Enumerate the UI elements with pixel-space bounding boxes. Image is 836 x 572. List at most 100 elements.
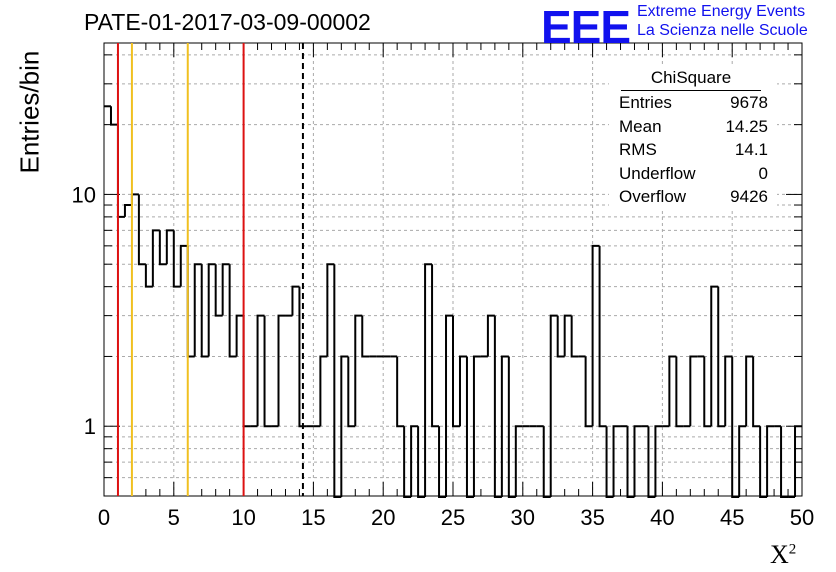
y-axis-label: Entries/bin	[14, 50, 45, 174]
histogram-bin	[235, 314, 244, 357]
x-tick-label: 15	[301, 505, 325, 530]
histogram-bin	[179, 244, 188, 287]
histogram-bin	[347, 356, 356, 428]
logo-text-line2: La Scienza nelle Scuole	[637, 22, 808, 39]
histogram-bin	[654, 425, 663, 497]
histogram-bin	[326, 263, 335, 357]
histogram-bin	[158, 230, 167, 266]
histogram-bin	[277, 314, 286, 427]
x-tick-label: 35	[580, 505, 604, 530]
histogram-bin	[465, 356, 474, 498]
x-tick-label: 25	[441, 505, 465, 530]
histogram-bin	[766, 425, 775, 497]
histogram-bin	[598, 245, 607, 428]
y-tick-label: 10	[72, 182, 96, 207]
x-tick-label: 30	[511, 505, 535, 530]
histogram-bin	[424, 263, 433, 497]
histogram-bin	[794, 425, 802, 497]
histogram-bin	[703, 356, 712, 428]
stats-box: ChiSquare Entries 9678 Mean 14.25 RMS 14.1 …	[609, 66, 777, 209]
x-axis-label: X2	[770, 540, 797, 569]
histogram-bin	[668, 355, 677, 427]
histogram-bin	[221, 263, 230, 316]
histogram-bin	[780, 426, 789, 498]
histogram-bin	[144, 264, 153, 288]
histogram-bin	[759, 426, 768, 498]
histogram-bin	[172, 230, 181, 288]
histogram-bin	[361, 315, 370, 358]
stats-row-entries: Entries 9678	[619, 93, 768, 112]
x-tick-label: 20	[371, 505, 395, 530]
x-tick-label: 5	[168, 505, 180, 530]
histogram-bin	[752, 356, 761, 428]
histogram-bin	[242, 315, 251, 428]
histogram-bin	[570, 315, 579, 358]
stats-row-rms: RMS 14.1	[619, 140, 768, 159]
y-tick-label: 1	[84, 414, 96, 439]
histogram-bin	[626, 426, 635, 498]
histogram-bin	[438, 426, 447, 498]
histogram-bin	[584, 356, 593, 428]
histogram-bin	[256, 314, 265, 427]
histogram-bin	[507, 356, 516, 498]
histogram-bin	[500, 355, 509, 497]
histogram-bin	[151, 229, 160, 287]
histogram-bin	[116, 124, 125, 218]
histogram-bin	[319, 355, 328, 427]
histogram-bin	[200, 264, 209, 358]
histogram-bin	[354, 314, 363, 427]
histogram-bin	[591, 244, 600, 427]
histogram-bin	[137, 194, 146, 266]
histogram-bin	[717, 286, 726, 428]
histogram-bin	[452, 315, 460, 428]
histogram-bin	[340, 355, 349, 497]
logo-text-line1: Extreme Energy Events	[637, 3, 806, 20]
histogram-bin	[675, 356, 684, 428]
histogram-bin	[396, 356, 405, 428]
histogram-bin	[724, 355, 733, 427]
eee-logo: EEE	[541, 1, 631, 53]
stats-title: ChiSquare	[621, 66, 761, 91]
histogram-bin	[612, 425, 621, 497]
histogram-bin	[333, 264, 342, 498]
histogram-bin	[486, 314, 495, 357]
histogram-bin	[710, 285, 719, 427]
histogram-bin	[417, 426, 426, 498]
stats-row-mean: Mean 14.25	[619, 116, 768, 136]
histogram-bin	[186, 245, 195, 358]
histogram-bin	[731, 356, 740, 498]
histogram-bin	[605, 426, 614, 498]
histogram-bin	[493, 315, 502, 498]
stats-row-underflow: Underflow 0	[619, 163, 768, 183]
histogram-bin	[431, 264, 440, 428]
chart-title: PATE-01-2017-03-09-00002	[84, 9, 371, 35]
histogram-bin	[165, 229, 174, 265]
histogram-bin	[563, 314, 572, 357]
histogram-bin	[458, 355, 467, 427]
x-tick-label: 45	[720, 505, 744, 530]
histogram-bin	[214, 264, 223, 317]
histogram-bin	[291, 285, 300, 316]
histogram-bin	[193, 263, 202, 357]
histogram-bin	[549, 314, 558, 497]
histogram-bin	[263, 315, 272, 428]
histogram-bin	[738, 425, 747, 497]
histogram-bin	[109, 106, 118, 126]
x-tick-label: 50	[790, 505, 814, 530]
stats-row-overflow: Overflow 9426	[619, 187, 768, 206]
histogram-bin	[123, 204, 132, 217]
histogram-bin	[228, 264, 237, 358]
histogram-bin	[689, 355, 698, 427]
histogram-bin	[130, 193, 139, 206]
histogram-bin	[647, 426, 656, 498]
histogram-bin	[445, 314, 453, 497]
histogram-bin	[556, 315, 565, 358]
histogram-bin	[745, 355, 754, 427]
histogram-bin	[514, 425, 523, 497]
histogram-bin	[542, 426, 551, 498]
histogram-bin	[207, 263, 216, 357]
x-tick-label: 10	[231, 505, 255, 530]
histogram-bin	[633, 425, 642, 497]
histogram-bin	[410, 425, 419, 497]
